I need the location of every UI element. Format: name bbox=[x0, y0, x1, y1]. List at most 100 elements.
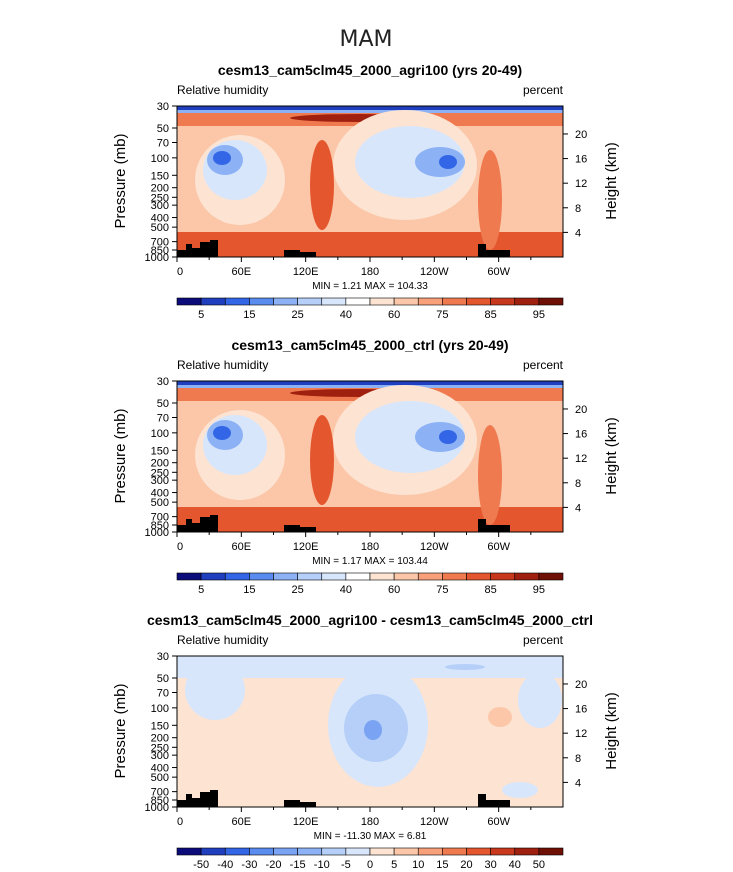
pressure-tick-label: 400 bbox=[151, 763, 169, 775]
colorbar-swatch bbox=[369, 847, 395, 856]
height-tick-label: 16 bbox=[575, 154, 587, 166]
moist-column-dateline bbox=[310, 415, 334, 505]
pressure-tick-label: 150 bbox=[151, 445, 169, 457]
panel-title: cesm13_cam5clm45_2000_ctrl (yrs 20-49) bbox=[231, 337, 508, 353]
longitude-tick-label: 120W bbox=[420, 816, 449, 828]
colorbar-label: 30 bbox=[485, 859, 497, 871]
colorbar-label: 85 bbox=[485, 584, 497, 596]
height-tick-label: 16 bbox=[575, 429, 587, 441]
longitude-tick-label: 120E bbox=[293, 266, 319, 278]
pressure-tick-label: 500 bbox=[151, 497, 169, 509]
height-tick-label: 12 bbox=[575, 178, 587, 190]
colorbar-label: 5 bbox=[198, 584, 204, 596]
panel-ctrl: cesm13_cam5clm45_2000_ctrl (yrs 20-49) R… bbox=[112, 337, 620, 596]
colorbar-swatch bbox=[393, 847, 419, 856]
pressure-tick-label: 300 bbox=[151, 475, 169, 487]
colorbar-swatch bbox=[442, 297, 467, 306]
units-label: percent bbox=[523, 633, 564, 647]
pressure-tick-label: 200 bbox=[151, 183, 169, 195]
panel-title: cesm13_cam5clm45_2000_agri100 - cesm13_c… bbox=[147, 612, 593, 628]
height-tick-label: 20 bbox=[575, 129, 587, 141]
height-tick-label: 8 bbox=[575, 203, 581, 215]
colorbar-label: 40 bbox=[340, 309, 352, 321]
pressure-tick-label: 1000 bbox=[145, 802, 169, 814]
colorbar-label: 75 bbox=[436, 584, 448, 596]
colorbar-label: 20 bbox=[460, 859, 472, 871]
pressure-tick-label: 50 bbox=[157, 398, 169, 410]
moist-column-dateline bbox=[310, 140, 334, 230]
ylabel: Pressure (mb) bbox=[112, 408, 129, 503]
colorbar-swatch bbox=[466, 847, 491, 856]
moist-column-east bbox=[478, 425, 502, 525]
pressure-tick-label: 1000 bbox=[145, 527, 169, 539]
colorbar-label: 15 bbox=[243, 584, 255, 596]
topography bbox=[284, 250, 316, 257]
colorbar-label: -5 bbox=[341, 859, 351, 871]
units-label: percent bbox=[523, 358, 564, 372]
colorbar-swatch bbox=[490, 847, 516, 856]
negative-spot-upper bbox=[445, 664, 485, 670]
topography bbox=[177, 790, 218, 807]
height-axis: 20 16 12 8 4 bbox=[563, 404, 587, 514]
colorbar-label: 60 bbox=[388, 309, 400, 321]
longitude-tick-label: 120W bbox=[420, 541, 449, 553]
colorbar-swatch bbox=[176, 297, 202, 306]
topography bbox=[284, 525, 316, 532]
colorbar-label: -15 bbox=[290, 859, 306, 871]
moist-column-east bbox=[478, 150, 502, 250]
colorbar-label: -30 bbox=[241, 859, 257, 871]
colorbar: -50 -40 -30 -20 -15 -10 -5 0 5 10 15 20 30 40 50 bbox=[176, 847, 564, 871]
colorbar-label: 40 bbox=[340, 584, 352, 596]
longitude-tick-label: 60W bbox=[487, 816, 510, 828]
pressure-tick-label: 850 bbox=[151, 520, 169, 532]
colorbar-swatch bbox=[176, 847, 202, 856]
colorbar-swatch bbox=[490, 572, 516, 581]
colorbar-swatch bbox=[466, 297, 491, 306]
longitude-tick-label: 60W bbox=[487, 541, 510, 553]
panel-title: cesm13_cam5clm45_2000_agri100 (yrs 20-49… bbox=[218, 62, 522, 78]
negative-region-west bbox=[185, 660, 245, 720]
colorbar-swatch bbox=[417, 297, 443, 306]
y2label: Height (km) bbox=[603, 417, 620, 495]
pressure-tick-label: 50 bbox=[157, 123, 169, 135]
pressure-tick-label: 250 bbox=[151, 192, 169, 204]
y2label: Height (km) bbox=[603, 142, 620, 220]
pressure-tick-label: 700 bbox=[151, 512, 169, 524]
pressure-tick-label: 300 bbox=[151, 200, 169, 212]
longitude-tick-label: 120W bbox=[420, 266, 449, 278]
colorbar: 5 15 25 40 60 75 85 95 bbox=[176, 297, 564, 321]
colorbar-swatch bbox=[224, 297, 250, 306]
stratosphere-dry-band-edge bbox=[177, 385, 563, 388]
colorbar-swatch bbox=[417, 847, 443, 856]
height-tick-label: 20 bbox=[575, 679, 587, 691]
longitude-tick-label: 0 bbox=[177, 541, 183, 553]
height-tick-label: 4 bbox=[575, 777, 581, 789]
longitude-tick-label: 0 bbox=[177, 816, 183, 828]
colorbar-swatch bbox=[200, 297, 226, 306]
dry-region-east-inner bbox=[355, 401, 465, 473]
colorbar-swatch bbox=[514, 847, 540, 856]
pressure-tick-label: 850 bbox=[151, 245, 169, 257]
longitude-axis: 0 60E 120E 180 120W 60W bbox=[176, 807, 532, 828]
negative-region-east bbox=[518, 672, 562, 728]
colorbar-swatch bbox=[538, 572, 564, 581]
pressure-tick-label: 250 bbox=[151, 742, 169, 754]
colorbar-swatch bbox=[249, 572, 274, 581]
stratosphere-dry-band bbox=[177, 381, 563, 385]
pressure-tick-label: 150 bbox=[151, 720, 169, 732]
longitude-tick-label: 60E bbox=[232, 541, 252, 553]
height-axis: 20 16 12 8 4 bbox=[563, 129, 587, 239]
colorbar-swatch bbox=[393, 572, 419, 581]
ylabel: Pressure (mb) bbox=[112, 133, 129, 228]
colorbar-swatch bbox=[538, 297, 564, 306]
pressure-tick-label: 70 bbox=[157, 412, 169, 424]
pressure-tick-label: 100 bbox=[151, 153, 169, 165]
dry-region-west-min bbox=[213, 151, 231, 165]
positive-region-east bbox=[488, 707, 512, 727]
dry-region-east-min bbox=[439, 155, 457, 169]
variable-label: Relative humidity bbox=[177, 83, 268, 97]
longitude-tick-label: 120E bbox=[293, 541, 319, 553]
colorbar-label: 10 bbox=[412, 859, 424, 871]
